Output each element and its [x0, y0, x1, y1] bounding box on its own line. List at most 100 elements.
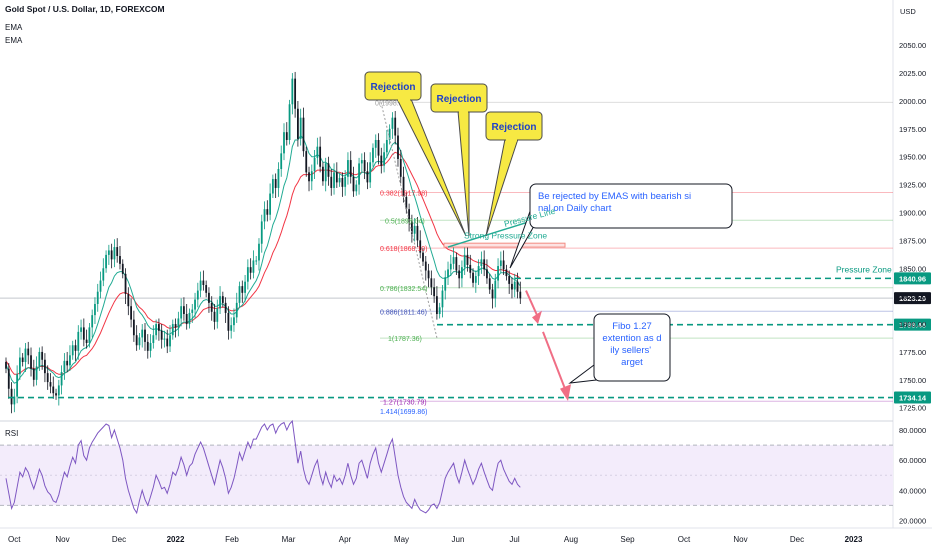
- candle[interactable]: [163, 330, 166, 348]
- candle[interactable]: [505, 264, 508, 281]
- candle[interactable]: [191, 303, 194, 323]
- candle[interactable]: [299, 108, 302, 146]
- candle[interactable]: [347, 152, 349, 185]
- candle[interactable]: [152, 325, 155, 349]
- candle[interactable]: [394, 110, 397, 145]
- candle[interactable]: [383, 143, 385, 173]
- candle[interactable]: [499, 251, 502, 273]
- candle[interactable]: [260, 214, 263, 253]
- fibo-target-note-callout[interactable]: Fibo 1.27 extention as d ily sellers' arge…: [568, 313, 671, 384]
- candle[interactable]: [213, 303, 216, 330]
- candle[interactable]: [416, 216, 419, 248]
- candle[interactable]: [194, 292, 196, 319]
- candle[interactable]: [483, 250, 486, 277]
- candle[interactable]: [372, 143, 374, 167]
- candle[interactable]: [469, 254, 472, 279]
- candle[interactable]: [310, 164, 313, 191]
- candle[interactable]: [344, 170, 347, 196]
- candle[interactable]: [241, 280, 244, 303]
- candle[interactable]: [24, 343, 27, 373]
- candle[interactable]: [358, 157, 360, 195]
- candle[interactable]: [71, 340, 74, 360]
- rejection-1-callout[interactable]: Rejection: [364, 71, 467, 237]
- candle[interactable]: [349, 151, 352, 184]
- rejection-2-callout[interactable]: Rejection: [430, 83, 488, 237]
- candle[interactable]: [502, 250, 505, 275]
- strong-pressure-zone-box[interactable]: [443, 242, 566, 248]
- candle[interactable]: [230, 317, 233, 339]
- candle[interactable]: [77, 325, 80, 360]
- candles-group[interactable]: [5, 71, 522, 414]
- candle[interactable]: [352, 166, 355, 197]
- candle[interactable]: [263, 201, 266, 230]
- candle[interactable]: [308, 166, 310, 192]
- candle[interactable]: [146, 334, 149, 359]
- candle[interactable]: [82, 318, 85, 347]
- candle[interactable]: [202, 270, 205, 291]
- candle[interactable]: [205, 280, 208, 298]
- candle[interactable]: [477, 259, 480, 286]
- candle[interactable]: [44, 353, 46, 383]
- candle[interactable]: [333, 163, 335, 195]
- candle[interactable]: [305, 146, 308, 177]
- candle[interactable]: [94, 297, 96, 325]
- candle[interactable]: [258, 238, 260, 271]
- candle[interactable]: [85, 329, 88, 349]
- candle[interactable]: [455, 252, 458, 275]
- candle[interactable]: [408, 203, 410, 232]
- candle[interactable]: [461, 260, 463, 288]
- candle[interactable]: [433, 278, 436, 303]
- candle[interactable]: [124, 268, 127, 304]
- candle[interactable]: [441, 285, 444, 318]
- candle[interactable]: [180, 298, 183, 327]
- candle[interactable]: [269, 183, 271, 221]
- candle[interactable]: [513, 273, 516, 298]
- indicator-label-ema-2[interactable]: EMA: [5, 36, 23, 45]
- candle[interactable]: [141, 324, 144, 348]
- candle[interactable]: [285, 122, 288, 146]
- candle[interactable]: [74, 339, 77, 361]
- candle[interactable]: [246, 259, 249, 290]
- candle[interactable]: [385, 129, 388, 158]
- candle[interactable]: [399, 150, 402, 184]
- candle[interactable]: [238, 281, 241, 308]
- candle[interactable]: [121, 259, 124, 279]
- candle[interactable]: [508, 270, 511, 294]
- indicator-label-ema-1[interactable]: EMA: [5, 23, 23, 32]
- candle[interactable]: [480, 251, 483, 274]
- candle[interactable]: [155, 319, 158, 340]
- candle[interactable]: [88, 322, 91, 348]
- candle[interactable]: [452, 247, 455, 270]
- candle[interactable]: [49, 373, 52, 394]
- candle[interactable]: [102, 258, 105, 287]
- candle[interactable]: [449, 254, 452, 277]
- candle[interactable]: [266, 200, 269, 222]
- candle[interactable]: [494, 273, 497, 308]
- candle[interactable]: [413, 218, 416, 242]
- candle[interactable]: [280, 145, 283, 177]
- candle[interactable]: [227, 306, 230, 340]
- candle[interactable]: [297, 100, 299, 147]
- candle[interactable]: [55, 388, 57, 400]
- candle[interactable]: [16, 365, 19, 404]
- candle[interactable]: [244, 274, 246, 302]
- candle[interactable]: [427, 263, 430, 288]
- candle[interactable]: [127, 287, 130, 316]
- candle[interactable]: [160, 324, 163, 349]
- candle[interactable]: [66, 351, 69, 373]
- candle[interactable]: [380, 147, 383, 174]
- candle[interactable]: [497, 258, 499, 289]
- candle[interactable]: [32, 359, 35, 387]
- fib-anchor-line[interactable]: [380, 102, 438, 339]
- candle[interactable]: [46, 365, 49, 390]
- drawings-group[interactable]: 1840.96 1823.29 1799.46 1734.14: [8, 102, 931, 404]
- candle[interactable]: [283, 123, 285, 161]
- candle[interactable]: [171, 319, 174, 340]
- candle[interactable]: [271, 174, 274, 198]
- candle[interactable]: [21, 353, 24, 367]
- candle[interactable]: [288, 99, 291, 145]
- candle[interactable]: [130, 298, 132, 328]
- candle[interactable]: [424, 256, 427, 281]
- candle[interactable]: [233, 308, 235, 332]
